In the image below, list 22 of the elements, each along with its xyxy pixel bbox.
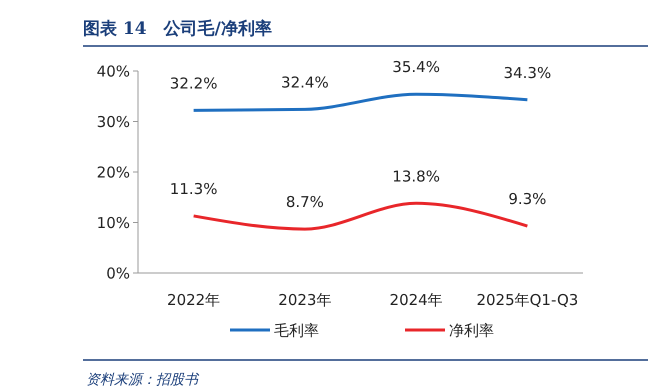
y-tick-label: 20% bbox=[96, 163, 130, 182]
data-label: 8.7% bbox=[286, 193, 324, 212]
x-tick-label: 2022年 bbox=[167, 291, 220, 309]
line-series bbox=[192, 92, 529, 112]
y-tick-label: 10% bbox=[96, 214, 130, 232]
data-label: 11.3% bbox=[170, 180, 218, 198]
legend-label: 净利率 bbox=[449, 321, 494, 340]
chart-title: 图表 14 公司毛/净利率 bbox=[83, 19, 272, 39]
y-tick-label: 40% bbox=[96, 62, 130, 80]
legend-label: 毛利率 bbox=[274, 321, 319, 340]
data-label: 32.2% bbox=[170, 74, 218, 92]
data-label: 34.3% bbox=[504, 64, 552, 82]
data-label: 9.3% bbox=[508, 190, 546, 208]
text: 资料来源：招股书 bbox=[86, 372, 200, 388]
y-tick-label: 30% bbox=[96, 112, 130, 131]
y-tick-label: 0% bbox=[106, 264, 130, 282]
data-label: 13.8% bbox=[392, 167, 440, 186]
data-label: 32.4% bbox=[281, 73, 329, 92]
data-label: 35.4% bbox=[392, 58, 440, 76]
x-tick-label: 2024年 bbox=[390, 291, 443, 309]
x-tick-label: 2025年Q1-Q3 bbox=[476, 291, 578, 309]
x-tick-label: 2023年 bbox=[278, 291, 332, 309]
